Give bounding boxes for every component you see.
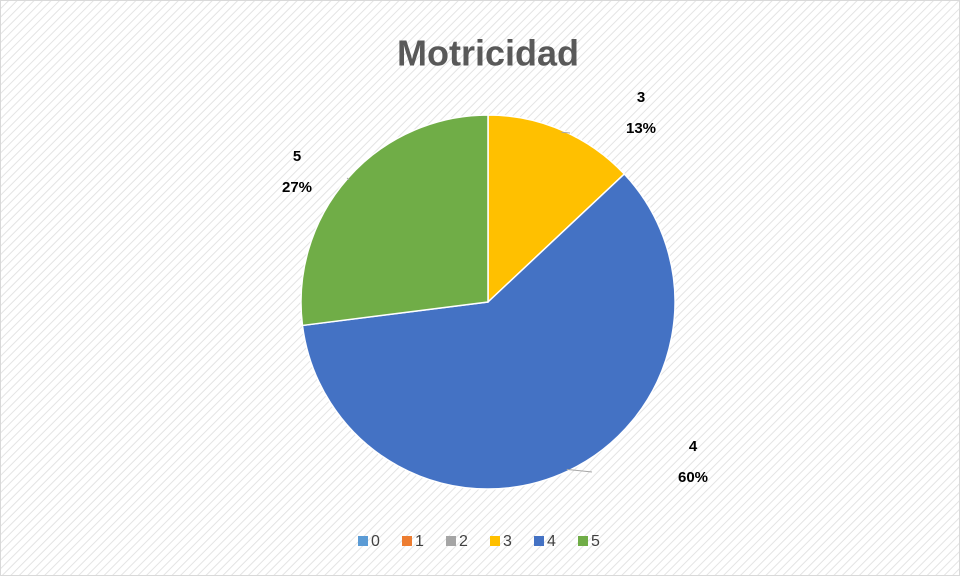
legend-label: 0 — [371, 533, 380, 550]
data-label-category: 3 — [637, 89, 645, 106]
pie-slice — [487, 114, 626, 304]
chart-title: Motricidad — [397, 33, 579, 74]
data-label-category: 5 — [293, 148, 301, 165]
data-label-category: 4 — [689, 438, 698, 455]
legend-label: 1 — [415, 533, 424, 550]
legend-swatch — [358, 536, 368, 546]
data-label: 27% — [282, 179, 312, 196]
leader-line — [566, 468, 593, 473]
legend-label: 5 — [591, 533, 600, 550]
legend-label: 4 — [547, 533, 556, 550]
legend-swatch — [402, 536, 412, 546]
legend-label: 2 — [459, 533, 468, 550]
legend-swatch — [578, 536, 588, 546]
leader-line — [561, 131, 571, 134]
legend-label: 3 — [503, 533, 512, 550]
legend-swatch — [490, 536, 500, 546]
data-label: 13% — [626, 120, 656, 137]
legend-swatch — [446, 536, 456, 546]
leader-line — [346, 177, 350, 181]
data-label: 60% — [678, 469, 708, 486]
legend-swatch — [534, 536, 544, 546]
pie-slice — [301, 172, 676, 490]
